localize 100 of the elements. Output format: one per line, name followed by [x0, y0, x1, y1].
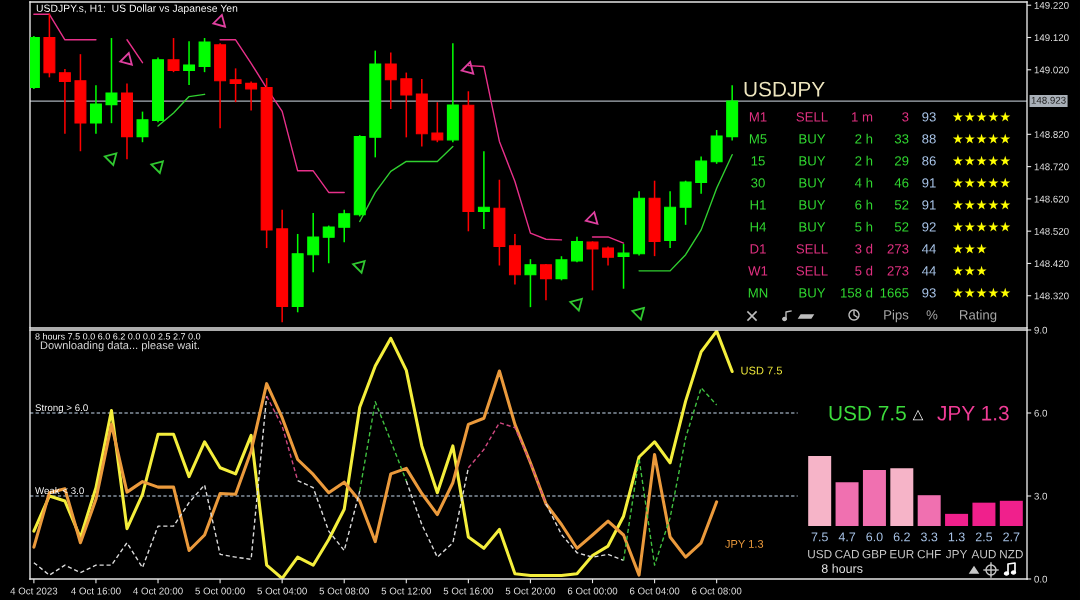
annotation: ★★★	[952, 265, 987, 276]
annotation: Downloading data... please wait.	[40, 341, 199, 352]
y-tick-label: 148.420	[1034, 260, 1069, 268]
point	[631, 307, 645, 321]
annotation: BUY	[799, 156, 826, 166]
data-label: 91	[922, 200, 936, 210]
data-label: 91	[922, 178, 936, 188]
annotation: USD 7.5	[829, 405, 906, 421]
x-tick-label: 5 Oct 12:00	[381, 587, 432, 595]
candlestick	[136, 111, 149, 143]
point	[103, 152, 118, 166]
annotation: BUY	[799, 288, 826, 298]
annotation: 4 h	[854, 177, 873, 188]
y-tick-label: 149.020	[1034, 66, 1069, 74]
bar	[835, 482, 859, 526]
point	[352, 260, 366, 274]
y-tick-label: 148.820	[1034, 131, 1069, 138]
category-label: M1	[749, 112, 767, 122]
data-label: 88	[922, 134, 936, 144]
data-label: 6.0	[866, 532, 883, 542]
ref-line-label: 148.923	[1031, 96, 1066, 104]
x-axis-title: 8 hours	[821, 563, 863, 573]
annotation: ★★★★★	[952, 111, 1011, 122]
category-label: H1	[750, 200, 766, 210]
data-label: 2.5	[975, 532, 993, 542]
x-tick-label: JPY	[945, 550, 968, 559]
x-tick-label: CAD	[835, 549, 859, 559]
bar	[972, 502, 996, 526]
candlestick	[338, 209, 351, 243]
data-label: 46	[894, 178, 909, 188]
data-label: 86	[922, 156, 936, 166]
x-tick-label: 5 Oct 08:00	[319, 587, 369, 595]
annotation: JPY 1.3	[725, 540, 764, 548]
candlestick	[539, 263, 552, 301]
annotation: 3 d	[855, 243, 873, 254]
annotation: 158 d	[840, 287, 873, 298]
candlestick	[571, 236, 583, 263]
data-label: 93	[922, 112, 936, 122]
category-label: D1	[750, 244, 766, 254]
candlestick	[183, 41, 196, 86]
data-label: 3.3	[920, 532, 938, 542]
annotation: 5 d	[855, 265, 873, 276]
data-label: 29	[894, 156, 909, 166]
candlestick	[384, 52, 397, 109]
y-tick-label: 6.0	[1034, 409, 1048, 417]
category-label: W1	[748, 266, 768, 276]
annotation: %	[926, 310, 938, 320]
annotation: BUY	[799, 200, 826, 210]
y-tick-label: 148.720	[1034, 163, 1069, 171]
x-tick-label: NZD	[1000, 550, 1023, 559]
point	[212, 14, 226, 28]
y-tick-label: 149.120	[1034, 34, 1069, 42]
data-label: 92	[922, 222, 936, 232]
category-label: 30	[751, 178, 765, 188]
candlestick	[555, 256, 568, 281]
data-label: 4.7	[838, 532, 856, 542]
x-tick-label: 6 Oct 08:00	[692, 587, 742, 595]
annotation: JPY 1.3	[937, 405, 1009, 421]
line-series	[32, 369, 719, 577]
data-label: 33	[894, 134, 909, 144]
annotation: 6 h	[855, 199, 873, 210]
data-label: 52	[894, 222, 909, 232]
annotation: 2 h	[855, 155, 873, 166]
point	[150, 160, 164, 174]
data-label: 273	[887, 266, 909, 276]
point	[460, 61, 475, 75]
bar	[808, 456, 832, 526]
annotation: ★★★★★	[952, 133, 1011, 144]
x-tick-label: 5 Oct 04:00	[257, 587, 307, 595]
ref-line-label: Strong > 6.0	[35, 404, 88, 413]
data-label: 44	[921, 244, 936, 254]
candlestick	[89, 85, 102, 134]
y-tick-label: 0.0	[1034, 575, 1048, 583]
chart-title: 8 hours 7.5 0.0 6.0 6.2 0.0 0.0 2.5 2.7 0.0	[35, 332, 201, 340]
annotation: 2 h	[855, 133, 873, 144]
candlestick	[477, 151, 490, 230]
x-tick-label: AUD	[971, 550, 996, 559]
candlestick	[617, 243, 630, 289]
annotation: SELL	[796, 112, 828, 122]
category-label: H4	[750, 222, 767, 232]
annotation: △	[912, 409, 924, 421]
annotation: Rating	[960, 309, 997, 323]
x-tick-label: EUR	[890, 550, 914, 559]
candlestick	[695, 156, 708, 194]
candlestick	[586, 241, 599, 291]
candlestick	[245, 81, 258, 111]
annotation: ★★★★★	[952, 221, 1011, 232]
candlestick	[524, 259, 537, 308]
annotation: 1 m	[852, 112, 873, 122]
data-label: 52	[894, 200, 909, 210]
data-label: 1665	[880, 288, 909, 298]
annotation: SELL	[796, 266, 828, 276]
x-tick-label: CHF	[917, 549, 941, 559]
candlestick	[167, 38, 180, 73]
y-tick-label: 148.320	[1034, 292, 1069, 300]
point	[569, 297, 583, 312]
annotation: Pips	[884, 309, 909, 323]
x-tick-label: USD	[808, 549, 832, 559]
annotation: BUY	[799, 134, 826, 144]
y-tick-label: 9.0	[1034, 326, 1048, 334]
